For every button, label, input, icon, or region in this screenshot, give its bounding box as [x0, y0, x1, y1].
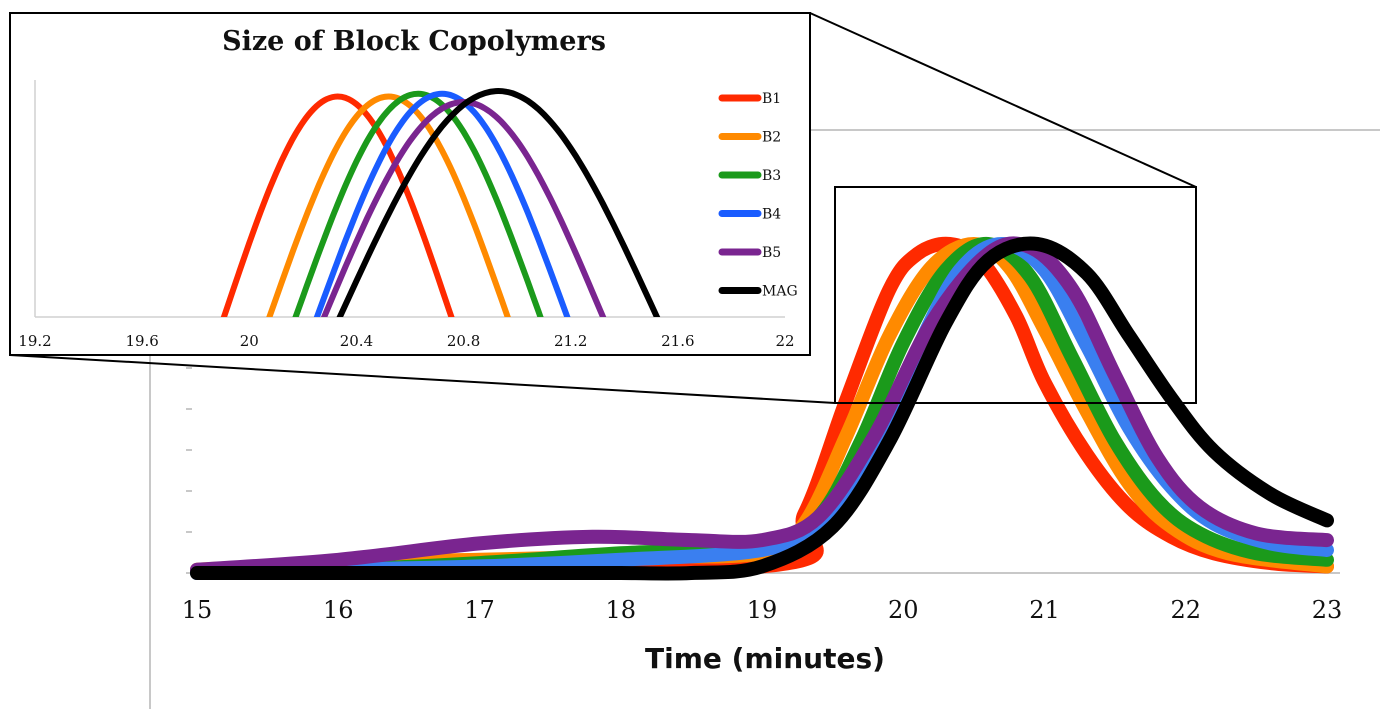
- inset-x-tick-label: 22: [775, 332, 794, 350]
- main-x-tick-label: 23: [1312, 596, 1343, 624]
- main-x-tick-label: 22: [1170, 596, 1201, 624]
- legend-label-b3: B3: [762, 168, 781, 184]
- legend-label-b2: B2: [762, 130, 781, 146]
- inset-series-b4: [313, 90, 571, 317]
- inset-x-tick-label: 20: [240, 332, 259, 350]
- zoom-connector-top: [809, 12, 1197, 188]
- inset-series-b5: [320, 99, 607, 317]
- inset-zoom-chart: Size of Block Copolymers 19.2 19.6 20 20.4 2…: [9, 12, 811, 356]
- main-x-axis-label: Time (minutes): [645, 642, 885, 675]
- inset-series-mag: [336, 88, 661, 317]
- inset-x-tick-label: 21.2: [554, 332, 587, 350]
- inset-x-tick-label: 20.8: [447, 332, 480, 350]
- inset-frame: [9, 12, 811, 356]
- main-chromatogram-chart: 15 16 17 18 19 20 21 22 23 Time (minutes): [149, 129, 1380, 709]
- inset-legend: B1 B2 B3 B4 B5 MAG: [718, 91, 798, 300]
- zoom-connector-bottom: [9, 354, 836, 404]
- inset-x-tick-label: 19.6: [125, 332, 158, 350]
- legend-label-b1: B1: [762, 91, 781, 107]
- main-series-mag: [190, 236, 1334, 581]
- zoom-region-box: [834, 186, 1197, 404]
- legend-label-b5: B5: [762, 245, 781, 261]
- inset-x-tick-label: 19.2: [18, 332, 51, 350]
- inset-x-tick-label: 20.4: [340, 332, 373, 350]
- inset-x-tick-label: 21.6: [661, 332, 694, 350]
- legend-label-b4: B4: [762, 207, 781, 223]
- main-series-lines: [190, 236, 1334, 581]
- main-x-tick-label: 21: [1029, 596, 1060, 624]
- main-x-tick-label: 15: [182, 596, 213, 624]
- inset-series-b3: [292, 90, 544, 317]
- inset-series-lines: [220, 88, 661, 317]
- inset-series-b1: [220, 93, 455, 317]
- main-x-tick-label: 17: [464, 596, 495, 624]
- legend-label-mag: MAG: [762, 284, 798, 300]
- inset-title: Size of Block Copolymers: [222, 26, 606, 57]
- main-x-ticks: 15 16 17 18 19 20 21 22 23: [182, 596, 1343, 624]
- main-y-ticks: [186, 367, 192, 574]
- inset-x-ticks: 19.2 19.6 20 20.4 20.8 21.2 21.6 22: [18, 332, 794, 350]
- main-x-tick-label: 16: [323, 596, 354, 624]
- main-x-tick-label: 20: [888, 596, 919, 624]
- main-x-tick-label: 19: [747, 596, 778, 624]
- inset-series-b2: [266, 93, 511, 317]
- main-x-tick-label: 18: [605, 596, 636, 624]
- main-series-b5: [190, 236, 1334, 577]
